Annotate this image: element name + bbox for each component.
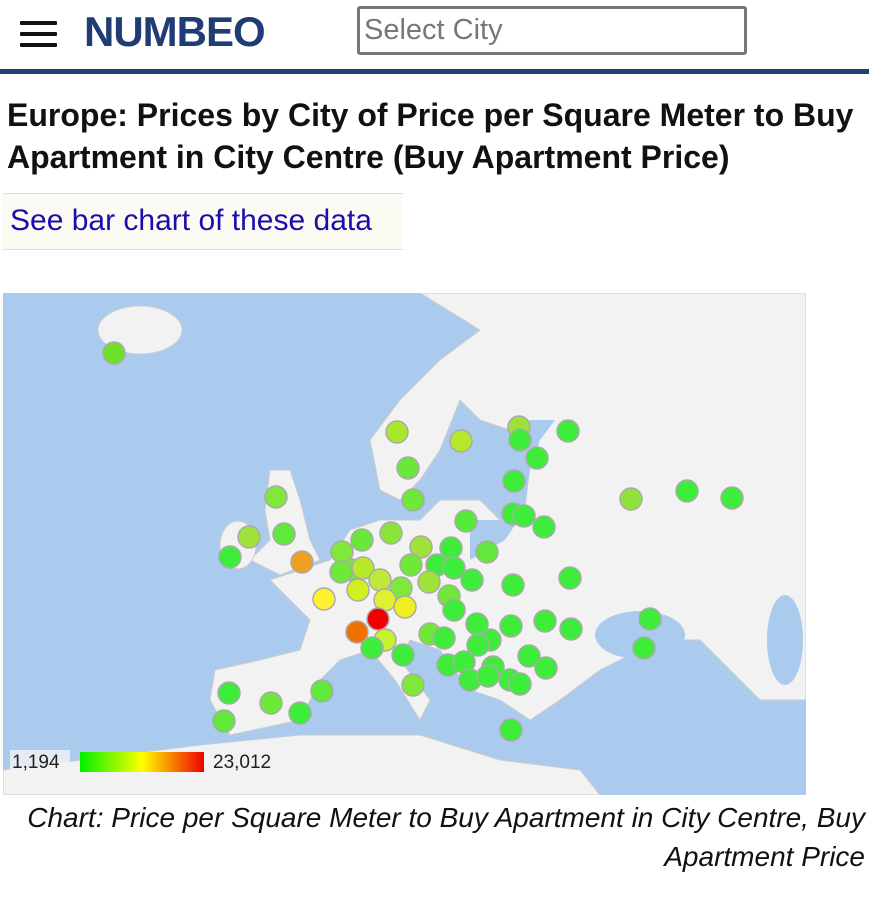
city-marker[interactable] xyxy=(454,509,478,533)
city-marker[interactable] xyxy=(237,525,261,549)
city-marker[interactable] xyxy=(212,709,236,733)
city-marker[interactable] xyxy=(499,614,523,638)
city-marker[interactable] xyxy=(460,568,484,592)
city-marker[interactable] xyxy=(638,607,662,631)
link-box: See bar chart of these data xyxy=(3,193,403,250)
search-input[interactable]: Select City xyxy=(357,6,747,55)
city-marker[interactable] xyxy=(475,540,499,564)
city-marker[interactable] xyxy=(442,598,466,622)
city-marker[interactable] xyxy=(508,428,532,452)
city-marker[interactable] xyxy=(442,556,466,580)
city-marker[interactable] xyxy=(532,515,556,539)
map: 1,194 23,012 xyxy=(3,293,806,795)
city-marker[interactable] xyxy=(675,479,699,503)
city-marker[interactable] xyxy=(329,560,353,584)
city-marker[interactable] xyxy=(401,673,425,697)
city-marker[interactable] xyxy=(499,718,523,742)
city-marker[interactable] xyxy=(218,545,242,569)
city-marker[interactable] xyxy=(102,341,126,365)
city-marker[interactable] xyxy=(217,681,241,705)
city-marker[interactable] xyxy=(272,522,296,546)
city-marker[interactable] xyxy=(409,535,433,559)
city-marker[interactable] xyxy=(533,609,557,633)
city-marker[interactable] xyxy=(525,446,549,470)
city-marker[interactable] xyxy=(345,620,369,644)
menu-button[interactable] xyxy=(20,21,57,47)
chart-caption: Chart: Price per Square Meter to Buy Apa… xyxy=(27,802,865,872)
page-title: Europe: Prices by City of Price per Squa… xyxy=(7,97,854,175)
city-marker[interactable] xyxy=(502,469,526,493)
city-marker[interactable] xyxy=(517,644,541,668)
city-marker[interactable] xyxy=(366,607,390,631)
bar-chart-link[interactable]: See bar chart of these data xyxy=(10,204,372,237)
city-marker[interactable] xyxy=(310,679,334,703)
city-marker[interactable] xyxy=(558,566,582,590)
city-marker[interactable] xyxy=(559,617,583,641)
city-marker[interactable] xyxy=(368,568,392,592)
city-marker[interactable] xyxy=(417,570,441,594)
city-marker[interactable] xyxy=(290,550,314,574)
city-marker[interactable] xyxy=(556,419,580,443)
city-marker[interactable] xyxy=(379,521,403,545)
city-marker[interactable] xyxy=(393,595,417,619)
city-marker[interactable] xyxy=(632,636,656,660)
city-marker[interactable] xyxy=(312,587,336,611)
city-marker[interactable] xyxy=(288,701,312,725)
city-marker[interactable] xyxy=(466,633,490,657)
city-marker[interactable] xyxy=(619,487,643,511)
city-marker[interactable] xyxy=(385,420,409,444)
city-marker[interactable] xyxy=(391,643,415,667)
city-marker[interactable] xyxy=(399,553,423,577)
city-marker[interactable] xyxy=(396,456,420,480)
city-marker[interactable] xyxy=(346,578,370,602)
city-marker[interactable] xyxy=(360,636,384,660)
city-marker[interactable] xyxy=(508,672,532,696)
city-marker[interactable] xyxy=(432,626,456,650)
logo[interactable]: NUMBEO xyxy=(84,8,266,55)
city-marker[interactable] xyxy=(259,691,283,715)
city-marker[interactable] xyxy=(401,488,425,512)
city-marker[interactable] xyxy=(264,485,288,509)
legend-max: 23,012 xyxy=(213,752,271,773)
header-rule xyxy=(0,69,869,74)
city-marker[interactable] xyxy=(449,429,473,453)
city-marker[interactable] xyxy=(350,528,374,552)
city-marker[interactable] xyxy=(534,656,558,680)
city-marker[interactable] xyxy=(512,504,536,528)
city-marker[interactable] xyxy=(501,573,525,597)
city-marker[interactable] xyxy=(720,486,744,510)
city-marker[interactable] xyxy=(476,664,500,688)
legend-min: 1,194 xyxy=(12,752,60,773)
map-base: 1,194 23,012 xyxy=(3,293,806,795)
